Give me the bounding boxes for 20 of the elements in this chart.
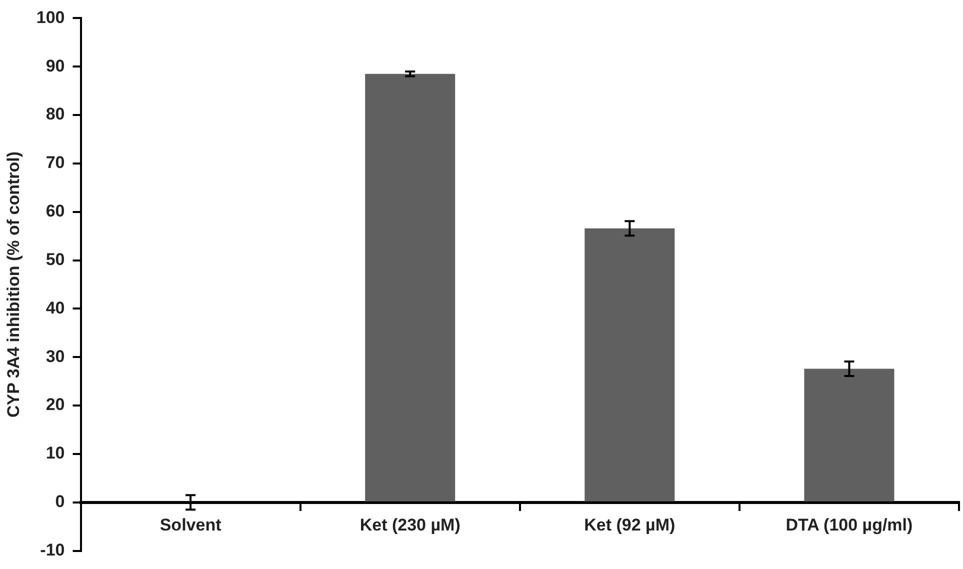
y-tick-label: 40 bbox=[46, 298, 65, 318]
y-tick-label: 10 bbox=[46, 444, 65, 463]
bar bbox=[365, 74, 456, 502]
y-tick-label: 20 bbox=[46, 395, 65, 414]
y-tick-label: 30 bbox=[46, 346, 65, 366]
y-axis-title: CYP 3A4 inhibition (% of control) bbox=[4, 151, 23, 418]
y-tick-label: 90 bbox=[46, 56, 65, 76]
bar bbox=[804, 368, 894, 502]
y-tick-label: 100 bbox=[36, 8, 65, 27]
y-tick-label: 50 bbox=[46, 250, 65, 269]
x-tick-label: Ket (230 µM) bbox=[360, 515, 460, 534]
x-tick-label: DTA (100 µg/ml) bbox=[786, 515, 913, 534]
y-tick-label: 0 bbox=[55, 492, 65, 512]
y-tick-label: 80 bbox=[46, 104, 65, 124]
bar bbox=[584, 228, 675, 502]
y-tick-label: 60 bbox=[46, 202, 65, 221]
x-tick-label: Ket (92 µM) bbox=[584, 515, 676, 534]
y-tick-label: -10 bbox=[40, 540, 65, 560]
y-tick-label: 70 bbox=[46, 153, 65, 172]
x-tick-label: Solvent bbox=[160, 515, 222, 534]
